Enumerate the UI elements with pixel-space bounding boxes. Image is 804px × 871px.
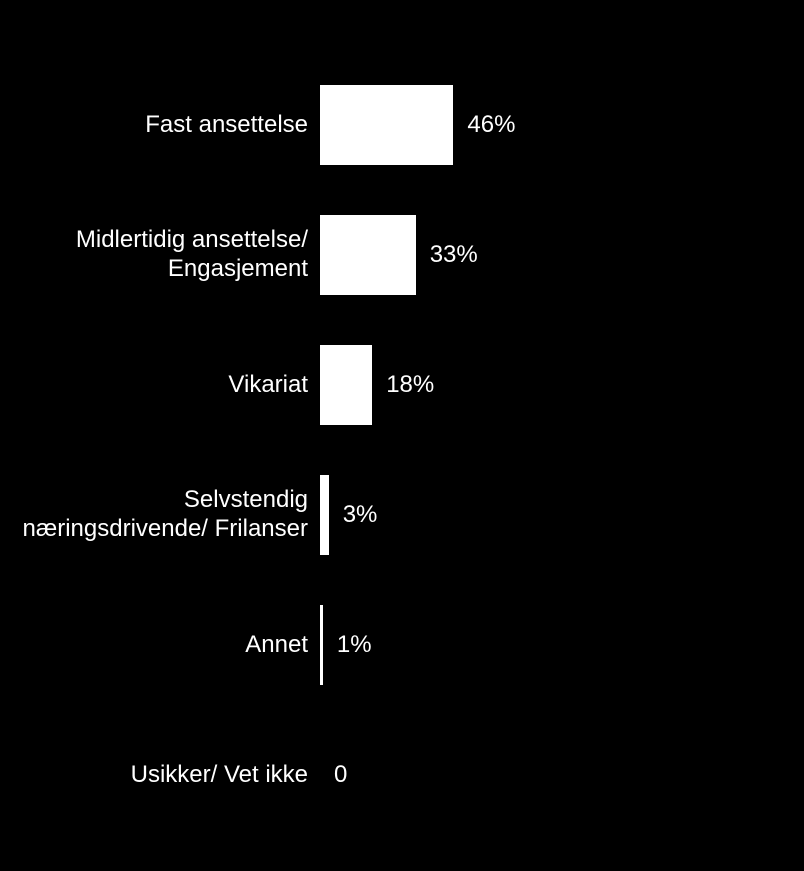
bar bbox=[320, 605, 323, 685]
bar-value: 0 bbox=[334, 761, 347, 789]
bar-row: Fast ansettelse 46% bbox=[0, 60, 804, 190]
bar-label: Annet bbox=[0, 631, 320, 660]
bar bbox=[320, 475, 329, 555]
bar bbox=[320, 345, 372, 425]
bar-value: 1% bbox=[337, 631, 372, 659]
bar-chart: Fast ansettelse 46% Midlertidig ansettel… bbox=[0, 60, 804, 840]
bar-row: Midlertidig ansettelse/ Engasjement 33% bbox=[0, 190, 804, 320]
bar-area: 18% bbox=[320, 320, 434, 450]
bar-value: 3% bbox=[343, 501, 378, 529]
bar-label: Vikariat bbox=[0, 371, 320, 400]
bar-value: 33% bbox=[430, 241, 478, 269]
bar-label: Fast ansettelse bbox=[0, 111, 320, 140]
bar-row: Annet 1% bbox=[0, 580, 804, 710]
bar-row: Usikker/ Vet ikke 0 bbox=[0, 710, 804, 840]
bar-area: 33% bbox=[320, 190, 478, 320]
bar-value: 18% bbox=[386, 371, 434, 399]
bar-label: Usikker/ Vet ikke bbox=[0, 761, 320, 790]
bar-row: Vikariat 18% bbox=[0, 320, 804, 450]
bar-area: 0 bbox=[320, 710, 347, 840]
bar bbox=[320, 215, 416, 295]
bar bbox=[320, 85, 453, 165]
bar-area: 46% bbox=[320, 60, 515, 190]
bar-value: 46% bbox=[467, 111, 515, 139]
bar-area: 1% bbox=[320, 580, 372, 710]
bar-area: 3% bbox=[320, 450, 377, 580]
bar-row: Selvstendig næringsdrivende/ Frilanser 3… bbox=[0, 450, 804, 580]
bar-label: Selvstendig næringsdrivende/ Frilanser bbox=[0, 486, 320, 544]
bar-label: Midlertidig ansettelse/ Engasjement bbox=[0, 226, 320, 284]
